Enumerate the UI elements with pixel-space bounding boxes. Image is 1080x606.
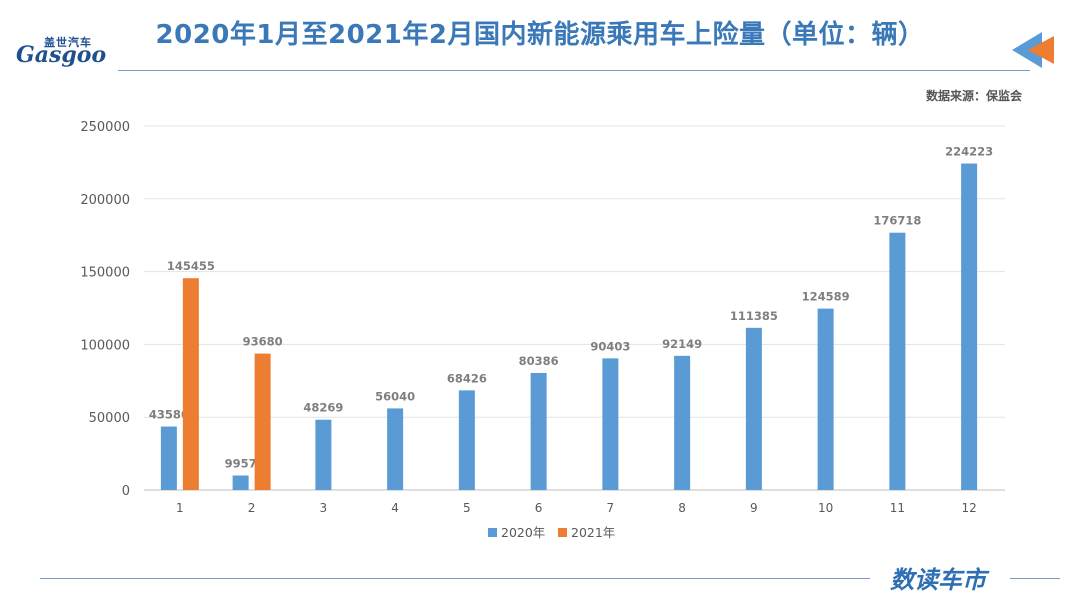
data-source: 数据来源：保监会 xyxy=(925,89,1022,103)
x-tick-label: 6 xyxy=(535,501,543,515)
bar xyxy=(961,163,978,490)
legend-swatch xyxy=(558,528,567,537)
y-tick-label: 150000 xyxy=(80,266,130,281)
y-tick-label: 250000 xyxy=(80,120,130,135)
legend-label: 2020年 xyxy=(501,525,545,540)
bar xyxy=(254,353,271,490)
bar xyxy=(745,327,762,490)
legend-swatch xyxy=(488,528,497,537)
logo-en-text: Gasgoo xyxy=(16,42,107,68)
header-divider xyxy=(118,70,1030,71)
x-tick-label: 7 xyxy=(607,501,615,515)
x-tick-label: 4 xyxy=(391,501,399,515)
x-tick-label: 8 xyxy=(678,501,686,515)
bar xyxy=(889,232,906,490)
data-label: 68426 xyxy=(447,371,487,385)
footer-brand: 数读车市 xyxy=(890,566,986,594)
data-label: 145455 xyxy=(167,259,215,273)
bar xyxy=(160,426,177,490)
x-tick-label: 2 xyxy=(248,501,256,515)
footer-divider-left xyxy=(40,578,870,579)
bar xyxy=(530,372,547,490)
bar xyxy=(674,355,691,490)
bar xyxy=(817,308,834,490)
bar xyxy=(387,408,404,490)
bar xyxy=(315,419,332,490)
bar xyxy=(182,278,199,490)
arrow-back-icon[interactable] xyxy=(1012,30,1062,70)
data-label: 9957 xyxy=(225,457,257,471)
legend-label: 2021年 xyxy=(571,525,615,540)
bar xyxy=(458,390,475,490)
data-label: 124589 xyxy=(802,290,850,304)
data-label: 43586 xyxy=(149,408,189,422)
data-label: 90403 xyxy=(590,339,630,353)
y-tick-label: 50000 xyxy=(89,411,130,426)
bar-chart: 0500001000001500002000002500004358614545… xyxy=(80,120,1005,540)
x-tick-label: 12 xyxy=(961,501,976,515)
x-tick-label: 11 xyxy=(890,501,905,515)
logo-cn-text: 盖世汽车 xyxy=(44,36,92,49)
data-label: 56040 xyxy=(375,389,415,403)
data-label: 111385 xyxy=(730,309,778,323)
bar xyxy=(232,475,249,490)
gasgoo-logo: 盖世汽车 Gasgoo xyxy=(16,34,116,74)
x-tick-label: 10 xyxy=(818,501,833,515)
data-label: 92149 xyxy=(662,337,702,351)
data-label: 93680 xyxy=(243,335,283,349)
x-tick-label: 9 xyxy=(750,501,758,515)
x-tick-label: 1 xyxy=(176,501,184,515)
footer-divider-right xyxy=(1010,578,1060,579)
y-tick-label: 200000 xyxy=(80,193,130,208)
bar xyxy=(602,358,619,490)
data-label: 224223 xyxy=(945,145,993,159)
chart-title: 2020年1月至2021年2月国内新能源乘用车上险量（单位：辆） xyxy=(155,20,925,50)
y-tick-label: 0 xyxy=(122,484,130,499)
data-label: 48269 xyxy=(303,401,343,415)
data-label: 176718 xyxy=(873,214,921,228)
data-label: 80386 xyxy=(519,354,559,368)
y-tick-label: 100000 xyxy=(80,338,130,353)
x-tick-label: 3 xyxy=(320,501,328,515)
x-tick-label: 5 xyxy=(463,501,471,515)
